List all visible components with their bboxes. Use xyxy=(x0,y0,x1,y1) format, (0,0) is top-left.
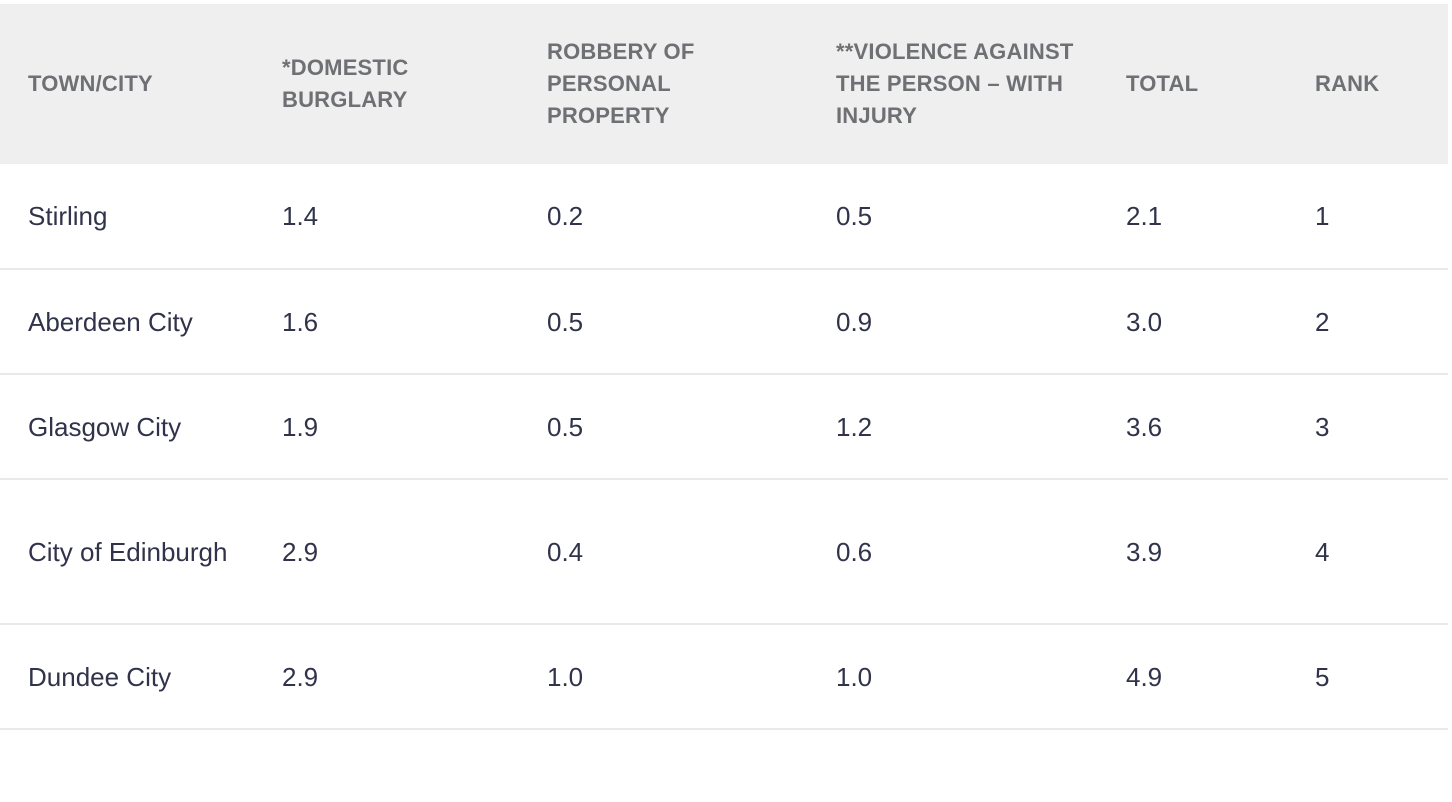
table-row: City of Edinburgh 2.9 0.4 0.6 3.9 4 xyxy=(0,479,1448,624)
cell-domestic-burglary: 2.9 xyxy=(282,661,319,692)
table-row: Glasgow City 1.9 0.5 1.2 3.6 3 xyxy=(0,374,1448,479)
cell-total: 2.1 xyxy=(1126,201,1163,231)
cell-rank: 4 xyxy=(1315,536,1330,567)
cell-rank: 2 xyxy=(1315,306,1330,337)
cell-violence: 0.6 xyxy=(836,536,873,567)
table-header: TOWN/CITY *DOMESTIC BURGLARY ROBBERY OF … xyxy=(0,4,1448,164)
cell-robbery: 0.2 xyxy=(547,201,584,231)
cell-domestic-burglary: 1.4 xyxy=(282,201,319,231)
cell-robbery: 0.5 xyxy=(547,306,584,337)
header-rank: RANK xyxy=(1315,71,1380,96)
cell-violence: 1.0 xyxy=(836,661,873,692)
cell-violence: 1.2 xyxy=(836,411,873,442)
cell-town: City of Edinburgh xyxy=(28,536,228,567)
header-total: TOTAL xyxy=(1126,71,1199,96)
cell-town: Stirling xyxy=(28,201,108,231)
cell-total: 3.6 xyxy=(1126,411,1163,442)
cell-total: 3.9 xyxy=(1126,536,1163,567)
cell-domestic-burglary: 1.9 xyxy=(282,411,319,442)
crime-rate-table-container: TOWN/CITY *DOMESTIC BURGLARY ROBBERY OF … xyxy=(0,4,1448,730)
cell-violence: 0.9 xyxy=(836,306,873,337)
cell-town: Aberdeen City xyxy=(28,306,193,337)
cell-robbery: 1.0 xyxy=(547,661,584,692)
header-violence-with-injury: **VIOLENCE AGAINST THE PERSON – WITH INJ… xyxy=(836,39,1074,128)
table-row: Aberdeen City 1.6 0.5 0.9 3.0 2 xyxy=(0,269,1448,374)
cell-robbery: 0.4 xyxy=(547,536,584,567)
header-row: TOWN/CITY *DOMESTIC BURGLARY ROBBERY OF … xyxy=(0,4,1448,164)
table-body: Stirling 1.4 0.2 0.5 2.1 1 Aberdeen City… xyxy=(0,164,1448,729)
table-row: Stirling 1.4 0.2 0.5 2.1 1 xyxy=(0,164,1448,269)
cell-domestic-burglary: 1.6 xyxy=(282,306,319,337)
cell-total: 4.9 xyxy=(1126,661,1163,692)
cell-violence: 0.5 xyxy=(836,201,873,231)
header-domestic-burglary: *DOMESTIC BURGLARY xyxy=(282,55,409,112)
cell-rank: 3 xyxy=(1315,411,1330,442)
header-town-city: TOWN/CITY xyxy=(28,71,153,96)
cell-town: Dundee City xyxy=(28,661,172,692)
header-robbery-personal-property: ROBBERY OF PERSONAL PROPERTY xyxy=(547,39,695,128)
cell-rank: 5 xyxy=(1315,661,1330,692)
cell-domestic-burglary: 2.9 xyxy=(282,536,319,567)
table-row: Dundee City 2.9 1.0 1.0 4.9 5 xyxy=(0,624,1448,729)
cell-rank: 1 xyxy=(1315,201,1330,231)
crime-rate-table: TOWN/CITY *DOMESTIC BURGLARY ROBBERY OF … xyxy=(0,4,1448,730)
cell-total: 3.0 xyxy=(1126,306,1163,337)
cell-town: Glasgow City xyxy=(28,411,182,442)
cell-robbery: 0.5 xyxy=(547,411,584,442)
